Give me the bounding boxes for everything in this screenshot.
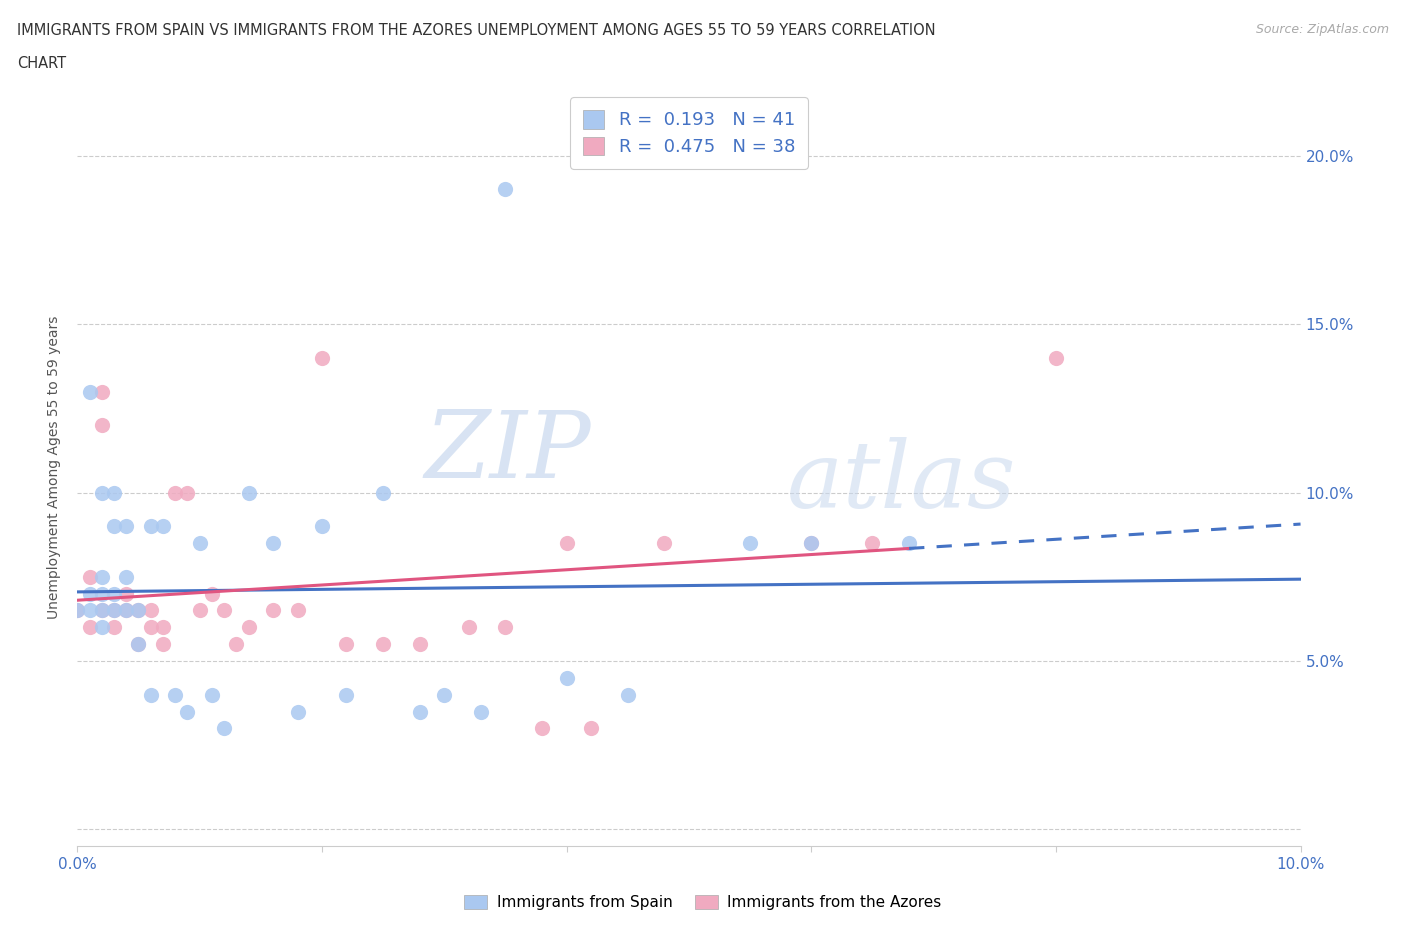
Point xyxy=(152,637,174,652)
Point xyxy=(740,536,762,551)
Point xyxy=(335,687,357,702)
Point xyxy=(128,637,150,652)
Point xyxy=(152,519,174,534)
Point xyxy=(139,687,162,702)
Point xyxy=(115,603,138,618)
Point xyxy=(165,687,187,702)
Point xyxy=(79,586,101,601)
Point xyxy=(555,536,578,551)
Point xyxy=(90,384,112,399)
Point xyxy=(139,519,162,534)
Point xyxy=(103,519,125,534)
Point xyxy=(79,384,101,399)
Point xyxy=(495,620,517,635)
Point xyxy=(139,620,162,635)
Point xyxy=(287,704,309,719)
Point xyxy=(311,519,333,534)
Text: ZIP: ZIP xyxy=(425,407,591,498)
Text: Source: ZipAtlas.com: Source: ZipAtlas.com xyxy=(1256,23,1389,36)
Point xyxy=(103,586,125,601)
Point xyxy=(79,603,101,618)
Point xyxy=(433,687,456,702)
Point xyxy=(262,603,284,618)
Point xyxy=(409,704,432,719)
Point xyxy=(176,485,198,500)
Point xyxy=(90,569,112,584)
Point xyxy=(115,603,138,618)
Legend: Immigrants from Spain, Immigrants from the Azores: Immigrants from Spain, Immigrants from t… xyxy=(457,887,949,918)
Point xyxy=(371,637,394,652)
Point xyxy=(470,704,492,719)
Point xyxy=(531,721,554,736)
Point xyxy=(128,637,150,652)
Point xyxy=(579,721,602,736)
Text: IMMIGRANTS FROM SPAIN VS IMMIGRANTS FROM THE AZORES UNEMPLOYMENT AMONG AGES 55 T: IMMIGRANTS FROM SPAIN VS IMMIGRANTS FROM… xyxy=(17,23,935,38)
Point xyxy=(103,485,125,500)
Point xyxy=(139,603,162,618)
Point xyxy=(66,603,89,618)
Point xyxy=(128,603,150,618)
Point xyxy=(90,620,112,635)
Legend: R =  0.193   N = 41, R =  0.475   N = 38: R = 0.193 N = 41, R = 0.475 N = 38 xyxy=(569,98,808,168)
Point xyxy=(188,603,211,618)
Text: atlas: atlas xyxy=(787,437,1017,527)
Point xyxy=(115,519,138,534)
Point xyxy=(262,536,284,551)
Point xyxy=(201,586,224,601)
Point xyxy=(115,569,138,584)
Point xyxy=(90,603,112,618)
Point xyxy=(238,620,260,635)
Point xyxy=(128,603,150,618)
Point xyxy=(79,569,101,584)
Point xyxy=(335,637,357,652)
Point xyxy=(287,603,309,618)
Point xyxy=(862,536,884,551)
Point xyxy=(90,418,112,432)
Point xyxy=(898,536,921,551)
Point xyxy=(617,687,640,702)
Point xyxy=(176,704,198,719)
Point xyxy=(311,351,333,365)
Point xyxy=(371,485,394,500)
Point xyxy=(212,721,235,736)
Point xyxy=(800,536,823,551)
Point xyxy=(103,603,125,618)
Y-axis label: Unemployment Among Ages 55 to 59 years: Unemployment Among Ages 55 to 59 years xyxy=(48,315,62,619)
Point xyxy=(90,485,112,500)
Point xyxy=(238,485,260,500)
Point xyxy=(188,536,211,551)
Point xyxy=(409,637,432,652)
Point xyxy=(103,603,125,618)
Point xyxy=(495,182,517,197)
Point xyxy=(79,620,101,635)
Point xyxy=(90,586,112,601)
Point xyxy=(800,536,823,551)
Point xyxy=(1045,351,1067,365)
Point xyxy=(90,603,112,618)
Point xyxy=(115,586,138,601)
Point xyxy=(165,485,187,500)
Point xyxy=(225,637,247,652)
Text: CHART: CHART xyxy=(17,56,66,71)
Point xyxy=(103,620,125,635)
Point xyxy=(212,603,235,618)
Point xyxy=(66,603,89,618)
Point xyxy=(654,536,676,551)
Point xyxy=(457,620,479,635)
Point xyxy=(152,620,174,635)
Point xyxy=(201,687,224,702)
Point xyxy=(555,671,578,685)
